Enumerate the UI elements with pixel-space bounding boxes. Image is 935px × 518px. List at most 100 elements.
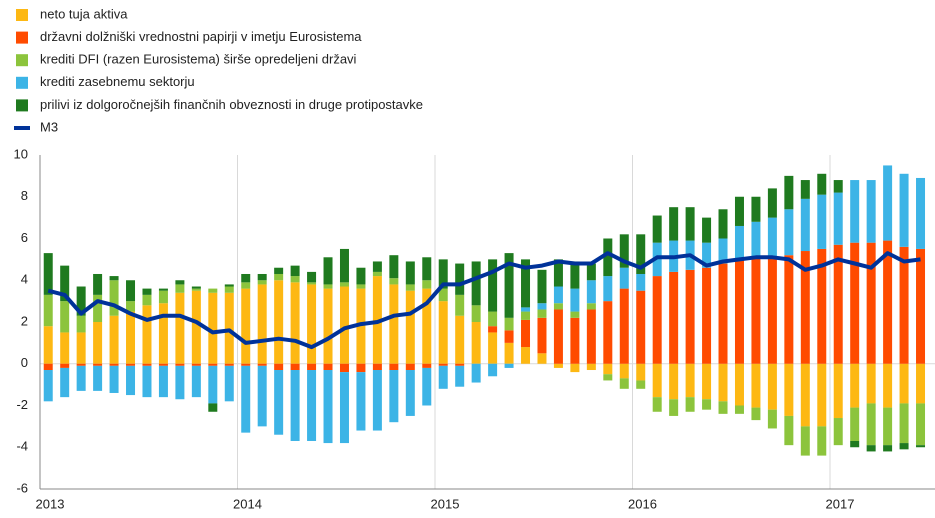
legend-label: M3: [40, 119, 58, 134]
bar-segment: [93, 365, 103, 391]
bar-segment: [521, 259, 531, 308]
bar-segment: [899, 403, 909, 444]
bar-segment: [372, 363, 382, 371]
bar-segment: [734, 259, 744, 364]
bar-segment: [504, 253, 514, 318]
bar-segment: [290, 363, 300, 371]
bar-segment: [93, 363, 103, 366]
bar-segment: [669, 207, 679, 241]
bar-segment: [60, 363, 70, 368]
x-tick-label: 2015: [431, 496, 460, 511]
bar-segment: [850, 363, 860, 408]
bar-segment: [60, 301, 70, 333]
bar-segment: [488, 326, 498, 333]
bar-segment: [76, 286, 86, 316]
bar-segment: [751, 196, 761, 222]
bar-segment: [422, 363, 432, 368]
bar-segment: [636, 234, 646, 274]
legend-swatch: [16, 9, 28, 21]
bar-segment: [142, 365, 152, 398]
bar-segment: [224, 363, 234, 366]
bar-segment: [784, 363, 794, 416]
bar-segment: [455, 263, 465, 295]
bar-segment: [702, 363, 712, 400]
bar-segment: [307, 282, 317, 285]
bar-segment: [455, 365, 465, 387]
bar-segment: [372, 370, 382, 431]
bar-segment: [142, 294, 152, 306]
bar-segment: [438, 363, 448, 366]
y-tick-label: 2: [21, 313, 28, 328]
x-tick-label: 2016: [628, 496, 657, 511]
bar-segment: [76, 365, 86, 391]
bar-segment: [899, 363, 909, 404]
bar-segment: [339, 372, 349, 444]
bar-segment: [257, 363, 267, 366]
bar-segment: [274, 370, 284, 435]
bar-segment: [800, 426, 810, 456]
bar-segment: [800, 251, 810, 364]
bar-segment: [570, 261, 580, 289]
bar-segment: [800, 198, 810, 252]
bar-segment: [883, 363, 893, 408]
bar-segment: [570, 288, 580, 312]
legend-label: državni dolžniški vrednostni papirji v i…: [40, 29, 362, 44]
y-tick-label: -2: [16, 397, 28, 412]
bar-segment: [619, 288, 629, 364]
bar-segment: [175, 280, 185, 285]
bar-segment: [553, 303, 563, 310]
bar-segment: [586, 363, 596, 371]
x-tick-label: 2017: [826, 496, 855, 511]
bar-segment: [652, 363, 662, 398]
bar-segment: [307, 271, 317, 283]
bar-segment: [323, 363, 333, 371]
x-tick-label: 2014: [233, 496, 262, 511]
y-tick-label: 4: [21, 272, 28, 287]
bar-segment: [702, 242, 712, 268]
bar-segment: [537, 317, 547, 354]
bar-segment: [734, 196, 744, 226]
bar-segment: [241, 273, 251, 283]
bar-segment: [126, 301, 136, 312]
bar-segment: [422, 257, 432, 281]
legend-label: neto tuja aktiva: [40, 6, 128, 21]
bar-segment: [274, 267, 284, 274]
bar-segment: [833, 363, 843, 419]
bar-segment: [833, 244, 843, 364]
bar-segment: [866, 403, 876, 446]
bar-segment: [422, 288, 432, 364]
bar-segment: [488, 259, 498, 312]
bar-segment: [126, 311, 136, 364]
bar-segment: [126, 280, 136, 302]
bar-segment: [916, 363, 926, 404]
bar-segment: [175, 292, 185, 364]
bar-segment: [43, 326, 53, 364]
bar-segment: [800, 180, 810, 199]
bar-segment: [521, 347, 531, 364]
bar-segment: [850, 180, 860, 243]
bar-segment: [488, 311, 498, 327]
bar-segment: [208, 365, 218, 404]
bar-segment: [850, 242, 860, 364]
y-tick-label: -4: [16, 439, 28, 454]
bar-segment: [109, 280, 119, 316]
bar-segment: [224, 365, 234, 402]
bar-segment: [767, 257, 777, 364]
bar-segment: [43, 363, 53, 371]
bar-segment: [405, 370, 415, 416]
bar-segment: [817, 426, 827, 456]
bar-segment: [603, 276, 613, 302]
y-tick-label: 10: [14, 146, 28, 161]
bar-segment: [652, 397, 662, 412]
bar-segment: [899, 173, 909, 247]
bar-segment: [685, 363, 695, 398]
bar-segment: [109, 276, 119, 281]
bar-segment: [734, 405, 744, 414]
bar-segment: [339, 286, 349, 364]
bar-segment: [636, 273, 646, 291]
bar-segment: [916, 445, 926, 448]
bar-segment: [570, 311, 580, 318]
bar-segment: [60, 265, 70, 302]
bar-segment: [570, 363, 580, 373]
